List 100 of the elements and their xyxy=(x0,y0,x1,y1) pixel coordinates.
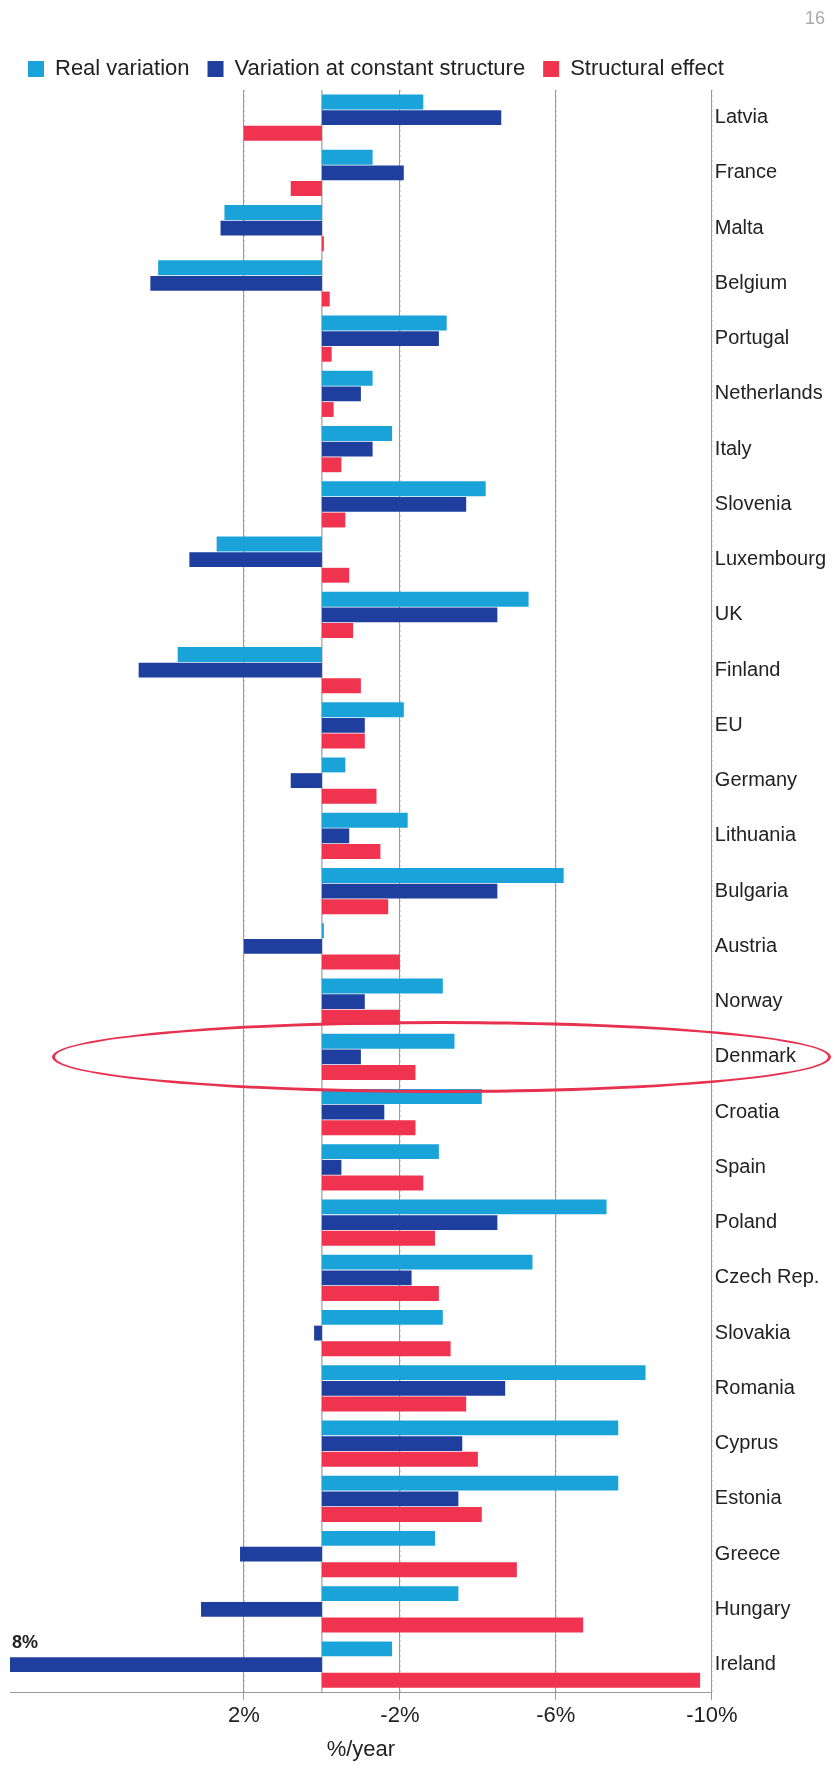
bar xyxy=(243,125,322,141)
bar xyxy=(321,883,498,899)
y-tick-label: Slovakia xyxy=(714,1320,792,1343)
y-tick-label: Spain xyxy=(714,1154,766,1177)
bar xyxy=(321,567,350,583)
y-tick-label: Czech Rep. xyxy=(714,1265,820,1288)
y-tick-label: Ireland xyxy=(714,1652,776,1675)
bar xyxy=(321,1617,584,1633)
y-tick-label: Belgium xyxy=(714,270,788,293)
y-tick-label: Luxembourg xyxy=(714,547,827,570)
bar xyxy=(321,678,361,694)
bar xyxy=(321,426,393,441)
bar xyxy=(150,275,322,291)
bar xyxy=(243,938,322,954)
x-tick-label: 2% xyxy=(228,1702,260,1728)
bar xyxy=(321,457,342,473)
y-tick-label: Italy xyxy=(714,436,752,459)
bar xyxy=(321,812,408,828)
y-tick-label: Portugal xyxy=(714,326,790,349)
bar xyxy=(240,1546,322,1562)
y-tick-label: Latvia xyxy=(714,105,770,128)
bar xyxy=(321,1436,463,1452)
bar xyxy=(321,828,350,844)
y-tick-label: Cyprus xyxy=(714,1431,779,1454)
bar xyxy=(321,994,365,1010)
bar xyxy=(321,623,354,638)
bar xyxy=(321,1396,467,1412)
bar xyxy=(321,757,346,773)
bar xyxy=(321,1199,607,1215)
bar xyxy=(321,868,564,883)
y-tick-label: Slovenia xyxy=(714,491,793,514)
bar xyxy=(321,386,361,402)
bar xyxy=(321,788,377,804)
bar xyxy=(321,1230,435,1246)
bar xyxy=(321,1175,424,1191)
y-tick-label: Bulgaria xyxy=(714,878,790,901)
bar xyxy=(321,441,373,457)
bar xyxy=(321,1451,478,1467)
bar xyxy=(321,1104,385,1120)
bar xyxy=(321,481,486,497)
bar xyxy=(321,1365,646,1381)
bar xyxy=(321,1420,619,1436)
bar xyxy=(321,1270,412,1286)
bar xyxy=(321,1144,439,1160)
y-tick-label: Romania xyxy=(714,1375,796,1398)
annotation: 8% xyxy=(12,1631,39,1652)
legend-label: Real variation xyxy=(55,55,190,81)
bar xyxy=(321,1310,443,1325)
y-tick-label: Hungary xyxy=(714,1596,791,1619)
bar xyxy=(321,512,346,528)
bar xyxy=(321,954,400,970)
bar xyxy=(321,1491,459,1507)
y-tick-label: Greece xyxy=(714,1541,781,1564)
bar xyxy=(138,662,322,678)
bar xyxy=(321,1672,701,1688)
bar xyxy=(321,733,365,749)
bar xyxy=(321,370,373,386)
y-tick-label: France xyxy=(714,160,778,183)
y-tick-label: Estonia xyxy=(714,1486,783,1509)
bar xyxy=(158,260,322,276)
y-tick-label: Finland xyxy=(714,657,781,680)
bar xyxy=(321,1065,416,1080)
bar xyxy=(321,1159,342,1175)
bar xyxy=(321,315,447,331)
bar xyxy=(220,220,322,236)
legend-label: Variation at constant structure xyxy=(234,55,526,81)
bar xyxy=(321,1341,451,1357)
bar xyxy=(321,978,443,994)
bar xyxy=(321,94,424,110)
y-tick-label: Lithuania xyxy=(714,823,797,846)
bar xyxy=(321,110,502,126)
bar xyxy=(321,1641,393,1657)
bar xyxy=(321,346,332,362)
bar xyxy=(201,1601,322,1617)
bar xyxy=(321,496,467,512)
bar xyxy=(216,536,322,552)
y-tick-label: Netherlands xyxy=(714,381,823,404)
bar xyxy=(321,844,381,859)
y-tick-label: Denmark xyxy=(714,1044,797,1067)
y-tick-label: Austria xyxy=(714,933,778,956)
bar xyxy=(321,1507,482,1522)
y-tick-label: Poland xyxy=(714,1210,778,1233)
bar xyxy=(321,1530,435,1546)
bar xyxy=(321,702,404,718)
bar xyxy=(224,205,322,220)
bar xyxy=(321,1215,498,1231)
bar xyxy=(321,1586,459,1602)
bar xyxy=(321,149,373,165)
y-tick-label: Norway xyxy=(714,989,783,1012)
bar xyxy=(321,1562,517,1578)
bar xyxy=(321,1033,455,1049)
y-tick-label: Croatia xyxy=(714,1099,781,1122)
bar xyxy=(321,1475,619,1491)
bar xyxy=(314,1325,322,1341)
bar xyxy=(290,773,322,789)
bar xyxy=(321,591,529,607)
x-tick-label: -2% xyxy=(380,1702,420,1728)
bar xyxy=(321,717,365,733)
legend-label: Structural effect xyxy=(570,55,724,81)
x-tick-label: -10% xyxy=(686,1702,738,1728)
